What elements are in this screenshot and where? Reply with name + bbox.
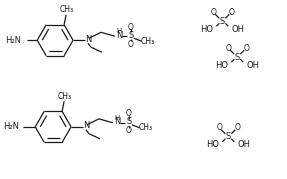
Text: N: N — [83, 121, 89, 130]
Text: OH: OH — [246, 61, 259, 70]
Text: CH₃: CH₃ — [141, 37, 155, 46]
Text: OH: OH — [237, 140, 250, 149]
Text: O: O — [234, 123, 240, 132]
Text: CH₃: CH₃ — [139, 123, 153, 132]
Text: N: N — [116, 31, 122, 40]
Text: O: O — [128, 23, 134, 32]
Text: H: H — [114, 115, 119, 121]
Text: N: N — [85, 35, 91, 44]
Text: S: S — [126, 117, 131, 126]
Text: S: S — [226, 132, 231, 141]
Text: O: O — [126, 109, 132, 118]
Text: O: O — [228, 8, 234, 17]
Text: HO: HO — [206, 140, 219, 149]
Text: S: S — [235, 53, 240, 62]
Text: N: N — [114, 117, 120, 126]
Text: O: O — [225, 44, 231, 53]
Text: OH: OH — [231, 25, 244, 34]
Text: H: H — [116, 28, 121, 34]
Text: H₂N: H₂N — [3, 122, 19, 131]
Text: S: S — [128, 31, 133, 40]
Text: O: O — [243, 44, 249, 53]
Text: S: S — [220, 17, 225, 26]
Text: O: O — [216, 123, 222, 132]
Text: O: O — [128, 40, 134, 49]
Text: CH₃: CH₃ — [60, 5, 74, 14]
Text: H₂N: H₂N — [5, 36, 21, 45]
Text: HO: HO — [215, 61, 228, 70]
Text: O: O — [126, 126, 132, 135]
Text: HO: HO — [200, 25, 213, 34]
Text: O: O — [210, 8, 216, 17]
Text: CH₃: CH₃ — [58, 92, 72, 101]
